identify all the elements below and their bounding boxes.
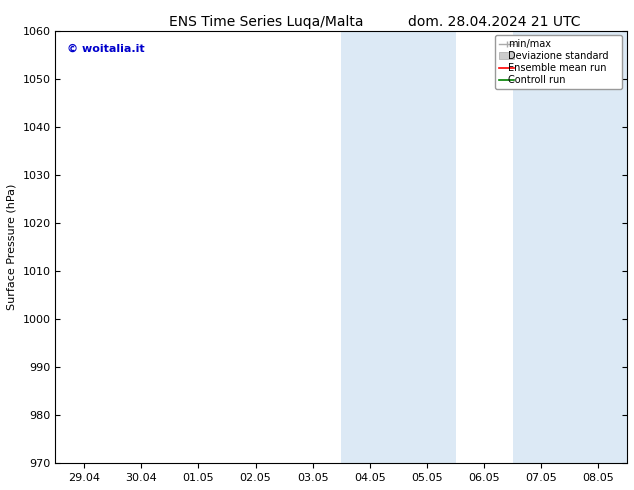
Bar — [341, 30, 456, 464]
Legend: min/max, Deviazione standard, Ensemble mean run, Controll run: min/max, Deviazione standard, Ensemble m… — [495, 35, 622, 89]
Text: dom. 28.04.2024 21 UTC: dom. 28.04.2024 21 UTC — [408, 15, 581, 29]
Text: ENS Time Series Luqa/Malta: ENS Time Series Luqa/Malta — [169, 15, 363, 29]
Text: © woitalia.it: © woitalia.it — [67, 44, 145, 53]
Y-axis label: Surface Pressure (hPa): Surface Pressure (hPa) — [7, 184, 17, 310]
Bar — [513, 30, 627, 464]
